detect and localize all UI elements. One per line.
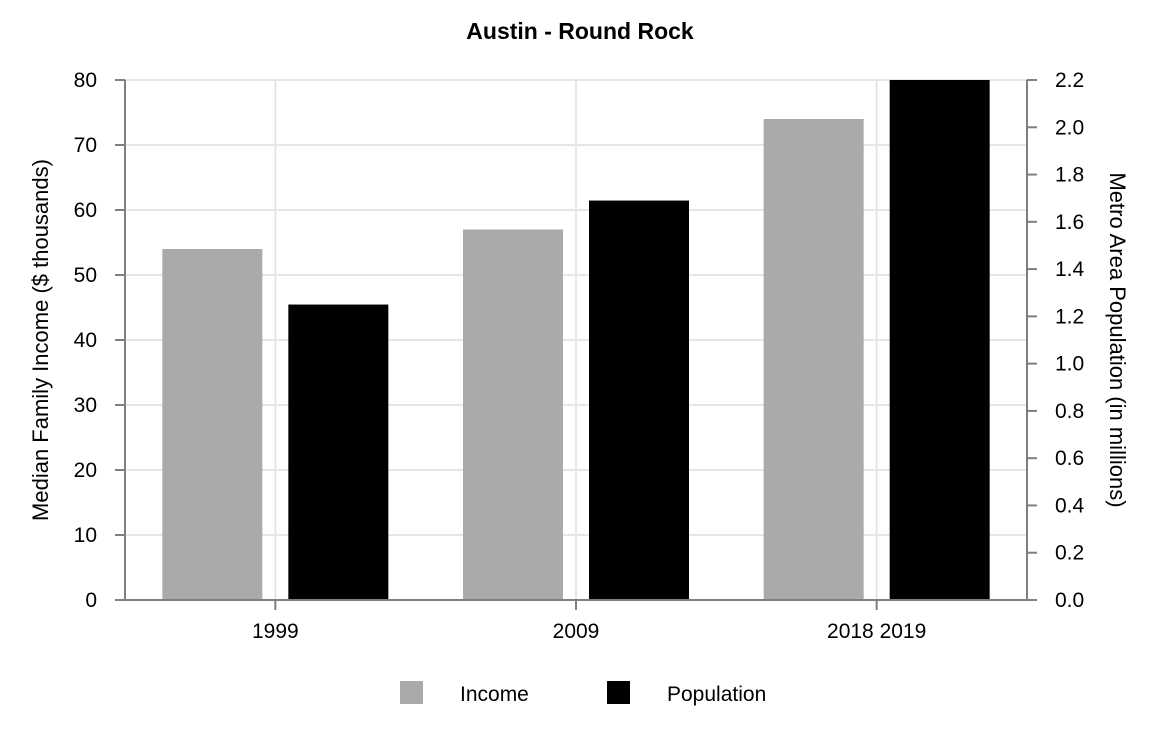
legend-label-income: Income (460, 683, 529, 706)
x-tick-label: 1999 (252, 620, 299, 643)
chart-title: Austin - Round Rock (466, 18, 694, 44)
x-tick-label: 2009 (553, 620, 600, 643)
y-tick-label-left: 20 (74, 459, 97, 482)
y-tick-label-right: 1.4 (1055, 258, 1085, 281)
legend-swatch-population (607, 681, 630, 704)
bar-population (889, 80, 990, 600)
legend-label-population: Population (667, 683, 766, 706)
y-tick-label-right: 0.2 (1055, 542, 1084, 565)
axes: 0 10 20 30 40 50 60 70 80 0.0 0.2 0.4 0.6 0.8 1.0 1.2 1.… (74, 69, 1085, 643)
y-tick-label-right: 1.0 (1055, 353, 1084, 376)
bars (162, 80, 990, 600)
bar-income (463, 229, 563, 600)
y-axis-left-label: Median Family Income ($ thousands) (28, 159, 53, 521)
y-tick-label-left: 10 (74, 524, 97, 547)
legend-swatch-income (400, 681, 423, 704)
y-tick-label-left: 30 (74, 394, 97, 417)
y-tick-label-right: 0.4 (1055, 494, 1085, 517)
y-tick-label-left: 0 (85, 589, 97, 612)
y-tick-label-left: 80 (74, 69, 97, 92)
y-tick-label-right: 0.0 (1055, 589, 1084, 612)
y-tick-label-right: 0.6 (1055, 447, 1084, 470)
y-tick-label-left: 40 (74, 329, 97, 352)
y-tick-label-right: 1.8 (1055, 164, 1084, 187)
y-tick-label-right: 1.6 (1055, 211, 1084, 234)
bar-population (288, 304, 389, 600)
y-tick-label-right: 1.2 (1055, 305, 1084, 328)
bar-income (763, 119, 864, 600)
legend: Income Population (400, 681, 766, 706)
y-tick-label-left: 60 (74, 199, 97, 222)
y-tick-label-right: 2.0 (1055, 116, 1084, 139)
y-tick-label-left: 50 (74, 264, 97, 287)
grid-lines (125, 79, 1027, 601)
y-tick-label-right: 2.2 (1055, 69, 1084, 92)
y-axis-right-label: Metro Area Population (in millions) (1105, 172, 1130, 507)
y-tick-label-right: 0.8 (1055, 400, 1084, 423)
bar-population (589, 200, 689, 600)
x-tick-label: 2018 2019 (827, 620, 926, 643)
y-tick-label-left: 70 (74, 134, 97, 157)
bar-income (162, 249, 263, 600)
